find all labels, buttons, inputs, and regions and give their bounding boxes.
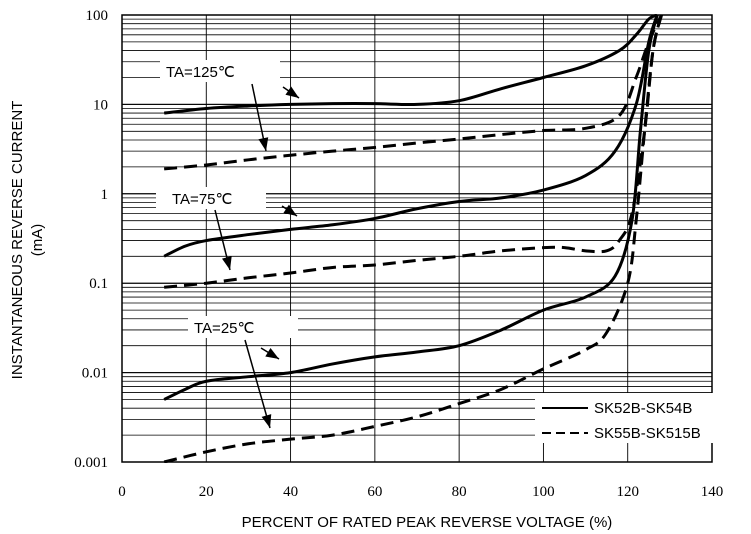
y-axis-ticks: 0.001 0.01 0.1 1 10 100	[74, 8, 108, 471]
x-axis-ticks: 0 20 40 60 80 100 120 140	[118, 484, 723, 500]
series-line-solid	[163, 14, 659, 258]
legend-solid-label: SK52B-SK54B	[594, 400, 692, 417]
x-axis-label: PERCENT OF RATED PEAK REVERSE VOLTAGE (%…	[242, 514, 613, 531]
y-tick-label: 0.001	[74, 455, 108, 471]
annotation-arrowhead	[261, 414, 272, 428]
annotation-arrowhead	[283, 204, 297, 216]
x-tick-label: 80	[452, 484, 467, 500]
annotation-arrowhead	[258, 137, 269, 151]
y-axis-label: INSTANTANEOUS REVERSE CURRENT	[9, 101, 26, 380]
annotation-ta25: TA=25℃	[188, 316, 298, 338]
y-tick-label: 0.1	[89, 276, 108, 292]
series-line-dashed	[163, 14, 663, 463]
annotation-arrowhead	[285, 86, 299, 98]
plot-frame	[121, 14, 713, 463]
annotation-ta75: TA=75℃	[156, 187, 266, 209]
y-tick-label: 0.01	[82, 366, 108, 382]
y-axis-unit: (mA)	[29, 224, 46, 257]
x-tick-label: 140	[701, 484, 724, 500]
x-tick-label: 20	[199, 484, 214, 500]
annotation-arrowhead	[221, 256, 232, 270]
x-tick-label: 0	[118, 484, 126, 500]
x-tick-label: 60	[367, 484, 382, 500]
annotation-ta75-text: TA=75℃	[172, 191, 232, 208]
annotation-arrow	[244, 339, 271, 429]
y-tick-label: 1	[101, 187, 109, 203]
series-line-dashed	[164, 14, 663, 171]
x-tick-label: 40	[283, 484, 298, 500]
annotation-ta125: TA=125℃	[160, 60, 280, 82]
y-tick-label: 10	[93, 97, 108, 113]
series-line-solid	[163, 14, 658, 115]
y-tick-label: 100	[86, 8, 109, 24]
annotation-arrows	[214, 83, 300, 429]
series-lines	[163, 14, 663, 463]
legend-dashed-label: SK55B-SK515B	[594, 425, 701, 442]
x-tick-label: 120	[616, 484, 639, 500]
annotation-ta125-text: TA=125℃	[166, 64, 235, 81]
legend: SK52B-SK54B SK55B-SK515B	[535, 393, 721, 443]
annotation-arrowhead	[265, 347, 279, 359]
x-tick-label: 100	[532, 484, 555, 500]
annotation-ta25-text: TA=25℃	[194, 320, 254, 337]
series-line-solid	[163, 14, 659, 401]
